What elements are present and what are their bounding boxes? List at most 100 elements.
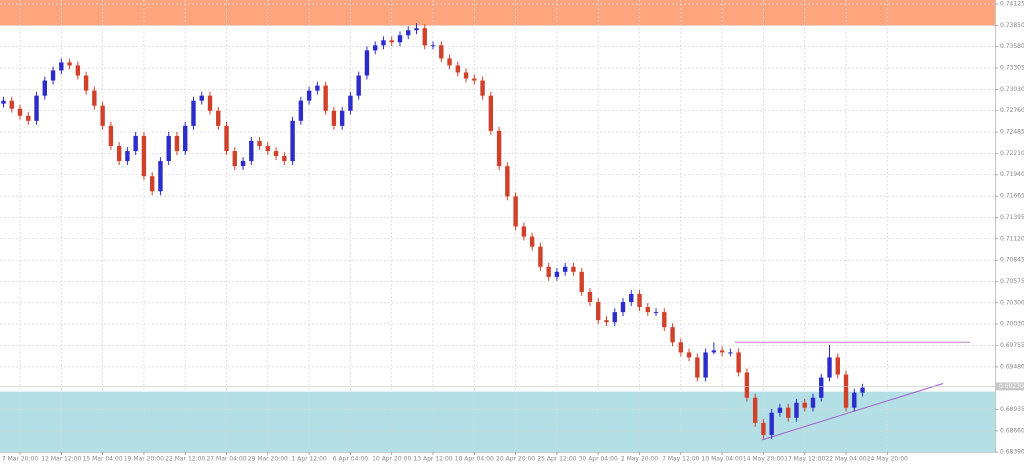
candle-body xyxy=(810,397,816,408)
candle-body xyxy=(736,352,741,373)
candle-body xyxy=(827,357,832,378)
candle-body xyxy=(42,80,47,96)
current-price-box xyxy=(996,382,1024,391)
candle-body xyxy=(282,156,287,162)
current-price-label: 0.69230 xyxy=(999,383,1024,390)
candle-body xyxy=(670,327,675,343)
x-tick-label: 15 Mar 04:00 xyxy=(83,456,123,463)
x-tick-label: 13 Apr 12:00 xyxy=(413,456,452,463)
y-tick-label: 0.72210 xyxy=(1000,150,1024,157)
candle-body xyxy=(75,65,81,76)
y-tick-label: 0.73030 xyxy=(1000,86,1024,93)
candle-body xyxy=(149,176,155,192)
x-tick-label: 10 May 04:00 xyxy=(702,456,743,463)
candle-body xyxy=(348,95,353,111)
candle-body xyxy=(108,125,114,146)
candle-body xyxy=(430,45,436,47)
candle-body xyxy=(529,236,535,247)
candle-body xyxy=(769,412,774,435)
y-tick-label: 0.70030 xyxy=(1000,320,1024,327)
candle-body xyxy=(166,135,171,162)
x-tick-label: 22 Mar 12:00 xyxy=(165,456,205,463)
x-tick-label: 20 Apr 20:00 xyxy=(496,456,535,463)
candle-body xyxy=(373,45,378,51)
candle-body xyxy=(232,151,237,167)
y-tick-label: 0.70845 xyxy=(1000,257,1024,264)
y-tick-label: 0.73305 xyxy=(1000,65,1024,72)
candle-body xyxy=(695,357,700,378)
candle-body xyxy=(92,90,97,106)
candle-body xyxy=(414,28,419,31)
candle-body xyxy=(397,35,403,43)
candle-body xyxy=(100,105,105,126)
candle-body xyxy=(637,293,642,308)
y-tick-label: 0.69480 xyxy=(1000,363,1024,370)
candle-body xyxy=(141,135,147,177)
candle-body xyxy=(273,151,279,157)
y-tick-label: 0.71940 xyxy=(1000,171,1024,178)
candle-body xyxy=(183,125,188,152)
x-tick-label: 2 May 20:00 xyxy=(621,456,659,463)
y-tick-label: 0.72485 xyxy=(1000,129,1024,136)
candle-body xyxy=(521,226,527,237)
candle-body xyxy=(546,266,551,277)
x-tick-label: 27 Mar 04:00 xyxy=(206,456,246,463)
candle-body xyxy=(257,140,262,146)
candle-body xyxy=(612,312,617,323)
y-tick-label: 0.68935 xyxy=(1000,406,1024,413)
candle-body xyxy=(455,65,460,73)
candle-body xyxy=(59,62,64,71)
candle-body xyxy=(298,100,304,121)
x-tick-label: 19 Mar 20:00 xyxy=(124,456,164,463)
candle-body xyxy=(125,151,130,162)
candle-body xyxy=(290,120,295,162)
candle-body xyxy=(34,95,39,121)
y-tick-label: 0.70575 xyxy=(1000,278,1024,285)
zone xyxy=(0,391,995,452)
candle-body xyxy=(323,85,328,111)
x-tick-label: 10 Apr 20:00 xyxy=(372,456,411,463)
candle-body xyxy=(505,166,510,197)
candle-body xyxy=(364,50,370,76)
x-tick-label: 18 Apr 04:00 xyxy=(455,456,494,463)
candle-body xyxy=(216,110,221,126)
candle-body xyxy=(802,402,807,408)
candle-body xyxy=(339,110,345,126)
candle-body xyxy=(761,422,766,435)
x-tick-label: 22 May 04:00 xyxy=(825,456,866,463)
candle-body xyxy=(472,78,477,81)
candle-body xyxy=(406,30,411,36)
candle-body xyxy=(480,80,485,96)
y-tick-label: 0.71665 xyxy=(1000,193,1024,200)
trend-line xyxy=(761,383,944,441)
candle-body xyxy=(538,246,543,267)
candle-body xyxy=(562,266,568,272)
candle-body xyxy=(711,350,717,353)
candle-body xyxy=(9,100,14,109)
candle-body xyxy=(331,110,337,126)
candle-body xyxy=(422,28,427,46)
candle-body xyxy=(604,320,609,323)
candle-body xyxy=(447,58,452,66)
x-tick-label: 25 Apr 12:00 xyxy=(537,456,576,463)
x-tick-label: 12 Mar 12:00 xyxy=(41,456,81,463)
x-tick-label: 14 May 20:00 xyxy=(743,456,784,463)
y-tick-label: 0.73850 xyxy=(1000,22,1024,29)
candle-body xyxy=(381,40,386,46)
candle-body xyxy=(835,357,840,375)
y-tick-label: 0.68390 xyxy=(1000,449,1024,456)
candle-body xyxy=(852,392,857,408)
candle-body xyxy=(439,45,444,59)
x-tick-label: 24 May 20:00 xyxy=(867,456,908,463)
candle-body xyxy=(83,75,89,91)
candle-body xyxy=(17,108,23,116)
candle-body xyxy=(579,271,584,292)
y-tick-label: 0.70300 xyxy=(1000,299,1024,306)
x-tick-label: 30 Apr 04:00 xyxy=(579,456,618,463)
candle-body xyxy=(744,372,750,398)
candle-body xyxy=(777,407,783,413)
candle-body xyxy=(653,312,659,314)
candle-body xyxy=(843,374,849,408)
candle-body xyxy=(678,342,684,353)
